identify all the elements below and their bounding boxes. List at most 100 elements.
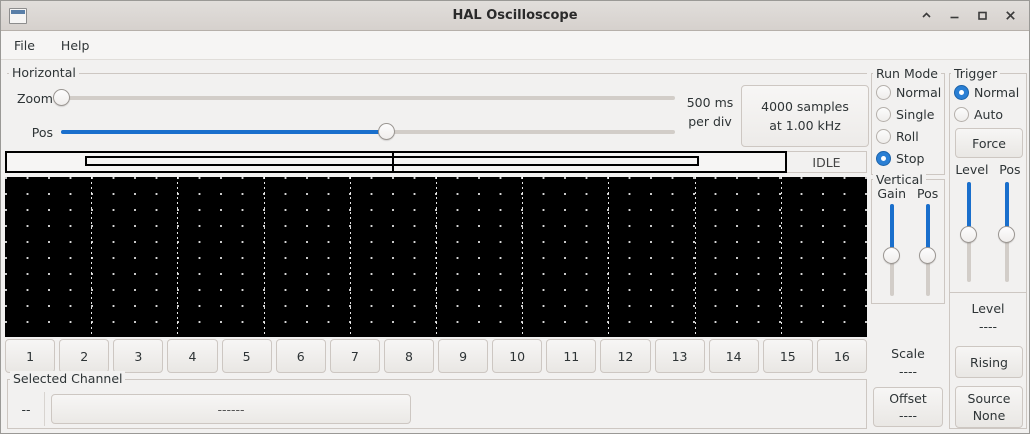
trigger-pos-handle[interactable] [998,226,1015,243]
trigger-option-normal[interactable]: Normal [950,81,1026,103]
vertical-pos-label: Pos [917,186,939,201]
run-mode-options: Normal Single Roll Stop [872,74,944,169]
trigger-level-handle[interactable] [960,226,977,243]
trigger-level-label: Level [971,301,1005,316]
vertical-offset-button[interactable]: Offset ---- [873,387,943,427]
trigger-option-label: Auto [974,106,1004,122]
trigger-slider-captions: Level Pos [950,162,1026,180]
selected-channel-divider [44,392,45,426]
vertical-offset-label: Offset [889,391,927,406]
channel-button-3[interactable]: 3 [113,339,164,373]
trigger-pos-slider[interactable] [996,182,1018,282]
run-mode-option-normal[interactable]: Normal [872,81,944,103]
channel-button-10[interactable]: 10 [492,339,543,373]
window-controls [919,9,1029,23]
scope-gridline-vertical [608,177,609,337]
title-bar: HAL Oscilloscope [1,1,1029,31]
vertical-gain-slider[interactable] [881,204,903,296]
trigger-mode-options: Normal Auto [950,74,1026,125]
window-title: HAL Oscilloscope [452,8,578,23]
run-mode-option-label: Normal [896,84,942,100]
scope-gridline-vertical [781,177,782,337]
maximize-button[interactable] [975,9,989,23]
sample-rate-button[interactable]: 4000 samples at 1.00 kHz [741,85,869,147]
channel-button-16[interactable]: 16 [816,339,867,373]
run-mode-option-label: Single [896,106,935,122]
zoom-slider-handle[interactable] [53,89,70,106]
channel-button-11[interactable]: 11 [546,339,597,373]
zoom-slider[interactable] [53,87,675,109]
channel-button-7[interactable]: 7 [329,339,380,373]
radio-icon[interactable] [876,106,891,122]
vertical-pos-fill [925,204,930,255]
vertical-gain-handle[interactable] [882,246,900,264]
trigger-edge-button[interactable]: Rising [955,346,1023,378]
trigger-force-button[interactable]: Force [955,128,1023,158]
pos-slider-handle[interactable] [378,123,396,140]
horizontal-position-bar[interactable] [5,151,787,173]
vertical-group-label: Vertical [873,172,926,187]
pos-slider-label: Pos [31,124,53,140]
position-bar-row: IDLE [5,151,867,173]
trigger-level-slider[interactable] [958,182,980,282]
trigger-pos-slider-label: Pos [999,162,1021,177]
channel-button-15[interactable]: 15 [762,339,813,373]
menu-help[interactable]: Help [60,37,90,53]
sample-rate: at 1.00 kHz [769,118,841,133]
shade-button[interactable] [919,9,933,23]
vertical-group: Vertical Gain Pos [871,172,945,304]
selected-channel-row: -- ------ [8,390,866,428]
trigger-source-button[interactable]: Source None [955,386,1023,428]
channel-button-4[interactable]: 4 [167,339,218,373]
run-mode-option-roll[interactable]: Roll [872,125,944,147]
trigger-option-label: Normal [974,84,1020,100]
channel-button-12[interactable]: 12 [600,339,651,373]
minimize-button[interactable] [947,9,961,23]
scope-gridline-vertical [436,177,437,337]
radio-icon[interactable] [876,128,891,144]
vertical-pos-slider[interactable] [917,204,939,296]
channel-button-1[interactable]: 1 [5,339,56,373]
position-bar-window[interactable] [84,156,700,166]
vertical-pos-handle[interactable] [918,246,936,264]
radio-icon[interactable] [876,150,891,166]
channel-button-13[interactable]: 13 [654,339,705,373]
trigger-option-auto[interactable]: Auto [950,103,1026,125]
run-mode-option-single[interactable]: Single [872,103,944,125]
radio-icon[interactable] [954,84,969,100]
channel-button-6[interactable]: 6 [275,339,326,373]
vertical-scale-label: Scale [891,346,925,361]
radio-icon[interactable] [954,106,969,122]
run-mode-option-label: Stop [896,150,925,166]
scope-gridline-vertical [522,177,523,337]
selected-channel-source-combo[interactable]: ------ [51,394,411,424]
pos-slider[interactable] [61,121,675,143]
channel-button-14[interactable]: 14 [708,339,759,373]
horizontal-group: Horizontal [7,65,867,151]
vertical-gain-label: Gain [877,186,907,201]
trigger-group: Trigger Normal Auto Force Level Pos Level… [949,66,1027,429]
trigger-divider [950,292,1026,293]
selected-channel-label: Selected Channel [10,371,126,386]
menu-file[interactable]: File [14,37,35,53]
menu-bar: File Help [1,31,1029,60]
window-icon [9,7,27,24]
channel-button-5[interactable]: 5 [221,339,272,373]
scope-gridline-vertical [91,177,92,337]
channel-button-2[interactable]: 2 [59,339,110,373]
zoom-slider-label: Zoom [16,90,53,106]
radio-icon[interactable] [876,84,891,100]
channel-button-8[interactable]: 8 [383,339,434,373]
selected-channel-group: Selected Channel -- ------ [7,371,867,429]
close-button[interactable] [1003,9,1017,23]
scope-display[interactable] [5,177,867,337]
trigger-level-slider-label: Level [955,162,989,177]
zoom-slider-track[interactable] [61,96,675,100]
trigger-source-value: None [972,408,1006,423]
run-mode-label: Run Mode [873,66,941,81]
timebase-unit: per div [688,114,732,129]
channel-button-9[interactable]: 9 [438,339,489,373]
scope-gridline-vertical [177,177,178,337]
run-mode-option-stop[interactable]: Stop [872,147,944,169]
